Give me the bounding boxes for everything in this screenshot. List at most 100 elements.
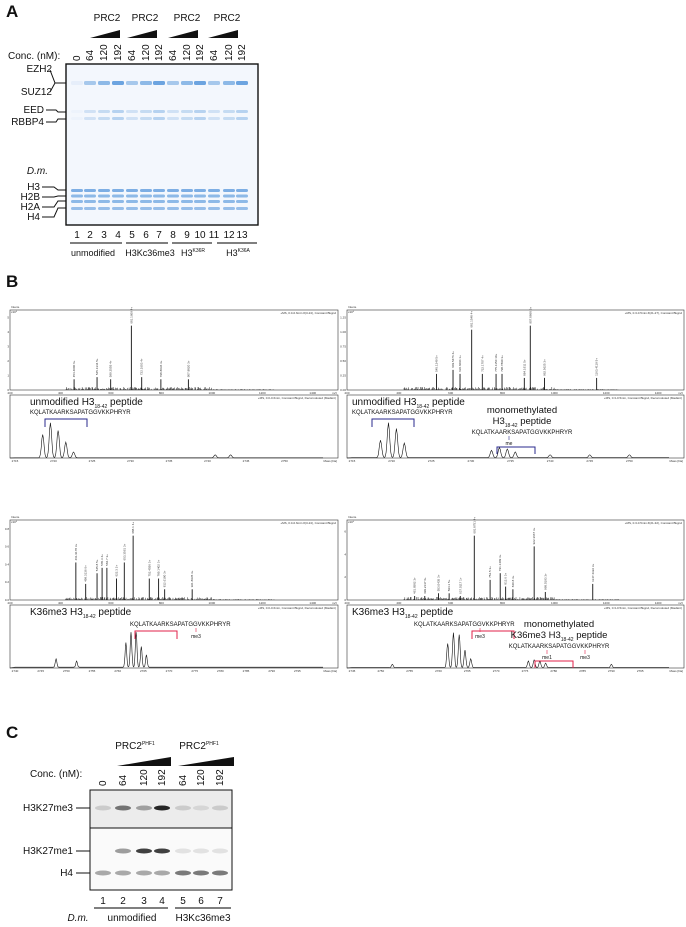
band-h4 (112, 207, 124, 210)
band-h4 (98, 207, 110, 210)
ms-plot-frame (347, 520, 684, 600)
band-ezh2-suz12 (223, 81, 235, 85)
band-h4 (115, 871, 131, 876)
prc2-labels: PRC2 PRC2 PRC2 PRC2 (90, 13, 241, 38)
band-eed (194, 110, 206, 113)
ms-peak-label: 653.3561 3+ (122, 543, 126, 560)
ms-xtick: 400 (58, 391, 63, 395)
concentration-value: 192 (157, 769, 168, 786)
deconv-xtick: 2750 (377, 669, 384, 673)
prc2-phf1-labels: PRC2PHF1 PRC2PHF1 (115, 741, 234, 766)
band-h3 (167, 189, 179, 192)
mod2-label: me (506, 441, 513, 447)
concentration-value: 64 (209, 49, 220, 61)
deconv-header: +MS, 0.3-0.5min, Constant Bkgnd, Deconvo… (604, 396, 682, 400)
lane-number: 5 (129, 230, 135, 241)
lane-number: 6 (143, 230, 149, 241)
lane-number: 13 (236, 230, 248, 241)
band-ezh2-suz12 (140, 81, 152, 85)
mass-spectrum-1: +MS, 0.0-0.6min #(3-24), Constant BkgndI… (7, 305, 338, 463)
band-rbbp4 (153, 117, 165, 120)
peptide-subscript: 18-42 (405, 614, 418, 620)
ms-peak-label: 637.0117 1+ (458, 577, 462, 594)
pointer-line (46, 119, 66, 122)
prc2-phf1-label: PRC2PHF1 (179, 741, 219, 752)
ms-xtick: 800 (159, 391, 164, 395)
concentration-value: 120 (224, 44, 235, 61)
ms-peak-label: 688.1 4+ (131, 522, 135, 534)
band-h3k27me3 (115, 806, 131, 811)
ms-plot-frame (347, 310, 684, 390)
deconv-trace (347, 633, 669, 668)
concentration-value: 0 (72, 55, 83, 61)
lane-number: 11 (209, 230, 220, 241)
concentration-wedge (127, 30, 157, 38)
concentration-wedge (90, 30, 120, 38)
ms-peak-label: 691.8751 4+ (472, 517, 476, 534)
concentration-value: 192 (154, 44, 165, 61)
concentration-wedge (168, 30, 198, 38)
deconv-trace (10, 632, 323, 668)
ms-peak-label: 545.1344 5+ (95, 358, 99, 375)
prc2-phf1-superscript: PHF1 (206, 741, 219, 747)
deconv-xtick: 2785 (579, 669, 586, 673)
concentration-value: 192 (113, 44, 124, 61)
band-rbbp4 (126, 117, 138, 120)
pointer-line (42, 196, 66, 197)
concentration-value: 120 (196, 769, 207, 786)
band-rbbp4 (208, 117, 220, 120)
peptide-title-tail: peptide (96, 607, 132, 618)
deconv-xtick: 2775 (522, 669, 529, 673)
ms-peak-label: 499.2137 6+ (423, 577, 427, 594)
figure: A PRC2 PRC2 PRC2 PRC2 Conc. (nM): 0 64 120 192… (0, 0, 686, 927)
ms-peak-label: 921.8935 3+ (190, 570, 194, 587)
ms-peak-label: 968.0193 3+ (543, 573, 547, 590)
band-h4 (154, 871, 170, 876)
band-eed (223, 110, 235, 113)
ms-peak-label: 722.1603 4+ (140, 358, 144, 375)
mod2b-label: me3 (580, 655, 590, 661)
label-rbbp4: RBBP4 (11, 117, 44, 128)
ms-ytick: 0.6 (5, 545, 10, 549)
peptide-subscript: 18-42 (83, 614, 96, 620)
label-h4: H4 (27, 212, 40, 223)
ms-xtick: 1200 (259, 601, 266, 605)
ms-scale: x10⁶ (348, 310, 355, 314)
concentration-value: 120 (182, 44, 193, 61)
band-ezh2-suz12 (98, 81, 110, 85)
deconv-header: +MS, 0.0-0.6min, Constant Bkgnd, Deconvo… (258, 396, 336, 400)
peptide-sequence: KQLATKAARKSAPATGGVKKPHRYR (30, 410, 131, 416)
band-eed (112, 110, 124, 113)
ms-peak-label: 1147.4322 3+ (591, 563, 595, 581)
band-h3k27me3 (175, 806, 191, 811)
ms-xtick: 1000 (209, 391, 216, 395)
peptide-sequence: KQLATKAARKSAPATGGVKKPHRYR (130, 622, 231, 628)
ms-xtick: 1200 (603, 601, 610, 605)
band-h4 (223, 207, 235, 210)
concentration-value: 120 (99, 44, 110, 61)
band-ezh2-suz12 (84, 81, 96, 85)
ms-peak-label: 840.8 3+ (511, 575, 515, 587)
deconv-xtick: 2735 (166, 459, 173, 463)
band-h2a (236, 200, 248, 203)
band-h4 (193, 871, 209, 876)
protein-labels: EZH2 SUZ12 EEDRBBP4 D.m. H3H2BH2AH4 (11, 64, 66, 223)
substrate-groups: unmodified H3Kc36me3 H3K36R H3K36A (70, 243, 257, 258)
band-ezh2-suz12 (71, 81, 83, 85)
band-h3k27me3 (193, 806, 209, 811)
ms-axis-label: m/z (332, 391, 337, 395)
band-h3k27me1 (175, 849, 191, 854)
ms-peak-label: 594.1 5+ (447, 579, 451, 591)
band-h3k27me3 (136, 806, 152, 811)
band-h3 (98, 189, 110, 192)
band-h3 (71, 189, 83, 192)
ms-xtick: 200 (7, 601, 12, 605)
ms-peak-label: 922.3667 3+ (532, 527, 536, 544)
band-h2a (181, 200, 193, 203)
deconv-xtick: 2760 (435, 669, 442, 673)
ms-ytick: 0.25 (340, 373, 346, 377)
band-eed (140, 110, 152, 113)
deconv-xtick: 2750 (63, 669, 70, 673)
ms-ytick: 3 (7, 344, 9, 348)
band-h4 (140, 207, 152, 210)
